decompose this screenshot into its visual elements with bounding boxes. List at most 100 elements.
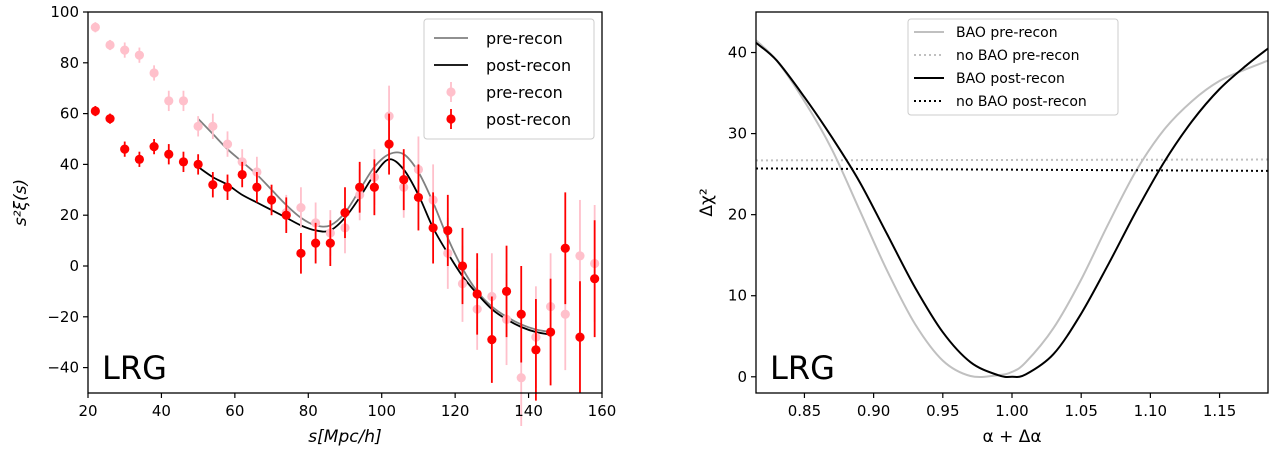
legend-box <box>907 18 1119 116</box>
data-point-post-recon <box>325 238 335 248</box>
left-panel-correlation: 20 40 60 80 100 120 140 160 −40 −20 0 20 40 60 80 100 s… <box>11 3 616 447</box>
legend-label: BAO pre-recon <box>956 25 1058 41</box>
data-point-pre-recon <box>149 68 159 78</box>
right-axis-ticks: 0.85 0.90 0.95 1.00 1.05 1.10 1.15 0 10 20 30 40 <box>728 44 1236 420</box>
y-tick-label: 10 <box>728 287 747 305</box>
data-point-post-recon <box>237 169 247 180</box>
x-tick-label: 40 <box>152 402 171 420</box>
data-point-post-recon <box>355 182 365 192</box>
x-tick-label: 140 <box>514 402 543 420</box>
data-point-pre-recon <box>575 251 585 261</box>
data-point-post-recon <box>296 248 306 258</box>
right-y-axis-label: Δχ² <box>697 188 717 216</box>
data-point-post-recon <box>501 286 512 296</box>
x-tick-label: 1.05 <box>1064 402 1097 420</box>
data-point-pre-recon <box>193 121 203 131</box>
right-panel-delta-chi2: 0.85 0.90 0.95 1.00 1.05 1.10 1.15 0 10 20 30 40 α … <box>697 11 1269 447</box>
y-tick-label: 30 <box>728 125 747 143</box>
data-point-post-recon <box>590 274 600 284</box>
data-point-post-recon <box>443 225 453 236</box>
y-tick-label: 100 <box>50 3 79 21</box>
legend-label: pre-recon <box>486 29 563 48</box>
x-tick-label: 80 <box>299 402 318 420</box>
data-point-pre-recon <box>105 40 115 50</box>
data-point-post-recon <box>193 159 203 169</box>
data-point-post-recon <box>134 154 144 164</box>
legend-box <box>423 18 595 140</box>
legend-label: BAO post-recon <box>956 71 1065 87</box>
data-point-post-recon <box>222 182 233 192</box>
data-point-post-recon <box>266 195 277 205</box>
data-point-pre-recon <box>560 309 570 319</box>
data-point-post-recon <box>252 182 262 192</box>
x-tick-label: 0.95 <box>926 402 959 420</box>
right-panel-tag: LRG <box>770 349 835 387</box>
data-point-post-recon <box>90 106 100 116</box>
left-x-axis-label: s[Mpc/h] <box>308 427 381 447</box>
data-point-post-recon <box>149 142 159 152</box>
x-tick-label: 120 <box>441 402 470 420</box>
data-point-post-recon <box>105 114 115 124</box>
data-point-post-recon <box>428 223 438 233</box>
data-point-post-recon <box>560 243 570 253</box>
data-point-post-recon <box>369 182 379 192</box>
data-point-post-recon <box>340 208 350 218</box>
data-point-pre-recon <box>208 121 218 131</box>
x-tick-label: 160 <box>588 402 617 420</box>
left-plot-frame <box>87 11 603 394</box>
data-point-post-recon <box>178 157 189 167</box>
series-line-no BAO pre-recon <box>755 158 1269 162</box>
data-point-pre-recon <box>134 50 144 60</box>
y-tick-label: 40 <box>728 44 747 62</box>
legend-label: post-recon <box>486 110 571 129</box>
x-tick-label: 1.00 <box>995 402 1028 420</box>
series-line-no BAO post-recon <box>755 167 1269 172</box>
y-tick-label: 80 <box>60 54 79 72</box>
x-tick-label: 0.90 <box>857 402 890 420</box>
data-point-pre-recon <box>164 96 174 106</box>
series-line-BAO post-recon <box>755 42 1269 378</box>
right-legend: BAO pre-recon no BAO pre-recon BAO post-re… <box>907 18 1119 116</box>
x-tick-label: 1.10 <box>1134 402 1167 420</box>
data-point-post-recon <box>487 335 497 345</box>
y-tick-label: 20 <box>60 206 79 224</box>
data-point-pre-recon <box>222 139 233 149</box>
data-point-post-recon <box>281 210 291 220</box>
data-point-post-recon <box>120 144 130 154</box>
legend-marker-swatch <box>446 87 456 97</box>
data-point-post-recon <box>546 327 556 337</box>
data-point-post-recon <box>413 192 424 203</box>
data-point-post-recon <box>531 345 541 355</box>
right-chi2-lines <box>755 39 1269 378</box>
data-point-post-recon <box>399 175 409 185</box>
y-tick-label: 20 <box>728 206 747 224</box>
left-panel-tag: LRG <box>102 349 167 387</box>
y-tick-label: 0 <box>69 257 79 275</box>
series-line-BAO pre-recon <box>755 39 1269 378</box>
data-point-post-recon <box>164 149 174 159</box>
data-point-pre-recon <box>237 157 247 167</box>
left-data-points <box>90 22 600 427</box>
y-tick-label: 40 <box>60 155 79 173</box>
data-point-pre-recon <box>90 22 100 32</box>
left-y-axis-label: s²ξ(s) <box>11 179 31 226</box>
left-axis-ticks: 20 40 60 80 100 120 140 160 −40 −20 0 20 40 60 80 100 <box>47 3 616 420</box>
data-point-post-recon <box>472 289 482 299</box>
data-point-post-recon <box>516 309 526 319</box>
data-point-post-recon <box>575 332 585 342</box>
legend-label: no BAO pre-recon <box>956 48 1080 64</box>
y-tick-label: 60 <box>60 105 79 123</box>
right-x-axis-label: α + Δα <box>982 427 1041 447</box>
data-point-post-recon <box>311 238 321 248</box>
y-tick-label: 0 <box>737 368 747 386</box>
y-tick-label: −20 <box>47 308 79 326</box>
x-tick-label: 20 <box>78 402 97 420</box>
left-legend: pre-recon post-recon pre-recon post-recon <box>423 18 595 140</box>
legend-marker-swatch <box>446 114 456 124</box>
x-tick-label: 1.15 <box>1203 402 1236 420</box>
data-point-post-recon <box>384 139 394 149</box>
data-point-post-recon <box>208 180 218 190</box>
data-point-pre-recon <box>178 96 189 106</box>
legend-label: no BAO post-recon <box>956 94 1087 110</box>
